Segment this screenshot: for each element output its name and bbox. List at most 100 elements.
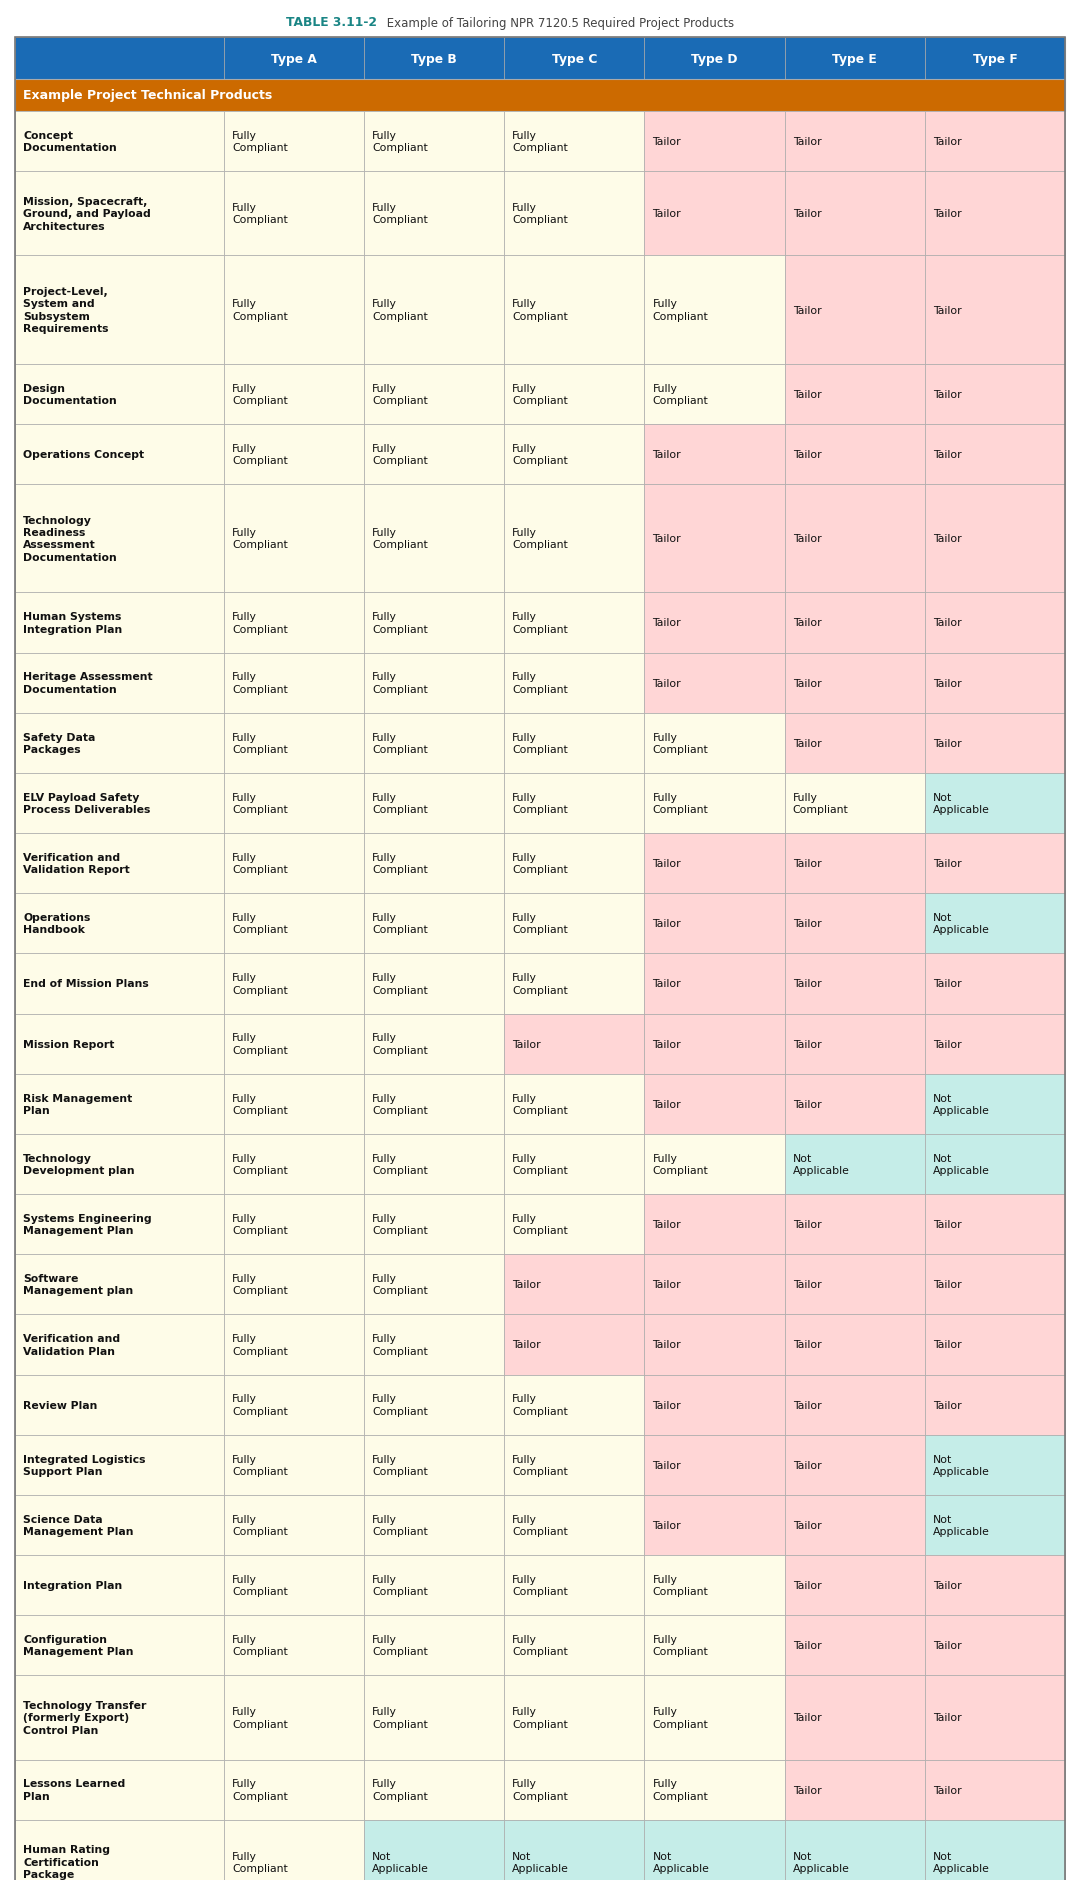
Bar [224,1495,364,1555]
Text: Tailor: Tailor [793,1521,821,1530]
Bar [504,1555,645,1615]
Text: Fully
Compliant: Fully Compliant [512,1152,568,1175]
Bar [645,773,785,833]
Bar [364,1760,504,1820]
Bar [224,652,364,713]
Bar [364,1134,504,1194]
Bar [224,425,364,485]
Text: Tailor: Tailor [652,137,681,147]
Text: Software
Management plan: Software Management plan [23,1273,133,1295]
Bar [364,833,504,893]
Text: Fully
Compliant: Fully Compliant [232,1574,287,1596]
Bar [364,893,504,953]
Bar [924,592,1065,652]
Text: Not
Applicable: Not Applicable [793,1850,850,1872]
Text: Tailor: Tailor [793,979,821,989]
Text: Not
Applicable: Not Applicable [933,791,989,814]
Text: Tailor: Tailor [933,1280,961,1290]
Bar [224,1615,364,1675]
Text: Tailor: Tailor [933,449,961,461]
Bar [924,113,1065,173]
Text: Tailor: Tailor [933,534,961,543]
Text: Fully
Compliant: Fully Compliant [232,299,287,321]
Text: Fully
Compliant: Fully Compliant [373,1213,428,1235]
Text: Fully
Compliant: Fully Compliant [512,444,568,466]
Bar [364,1555,504,1615]
Bar [364,1675,504,1760]
Bar [645,1495,785,1555]
Bar [364,1434,504,1495]
Text: Tailor: Tailor [933,1641,961,1651]
Bar [364,1013,504,1073]
Text: Tailor: Tailor [652,1340,681,1350]
Text: Fully
Compliant: Fully Compliant [232,972,287,995]
Bar [224,1374,364,1434]
Bar [364,38,504,81]
Text: Tailor: Tailor [933,1340,961,1350]
Text: Tailor: Tailor [793,1784,821,1795]
Bar [924,1555,1065,1615]
Text: TABLE 3.11-2: TABLE 3.11-2 [286,17,377,30]
Bar [224,485,364,592]
Bar [504,113,645,173]
Text: Fully
Compliant: Fully Compliant [373,852,428,874]
Text: Configuration
Management Plan: Configuration Management Plan [23,1634,134,1656]
Text: Fully
Compliant: Fully Compliant [232,1513,287,1536]
Bar [224,833,364,893]
Text: Fully
Compliant: Fully Compliant [232,1850,287,1872]
Bar [645,425,785,485]
Text: Tailor: Tailor [652,534,681,543]
Bar [645,953,785,1013]
Bar [504,1434,645,1495]
Text: Tailor: Tailor [652,619,681,628]
Bar [924,1820,1065,1880]
Text: Fully
Compliant: Fully Compliant [373,203,428,226]
Bar [224,1555,364,1615]
Text: Fully
Compliant: Fully Compliant [512,852,568,874]
Bar [224,1073,364,1134]
Bar [364,365,504,425]
Text: Fully
Compliant: Fully Compliant [232,671,287,694]
Bar [924,173,1065,256]
Text: Fully
Compliant: Fully Compliant [373,912,428,934]
Text: Integrated Logistics
Support Plan: Integrated Logistics Support Plan [23,1453,146,1476]
Text: Fully
Compliant: Fully Compliant [512,1213,568,1235]
Text: Fully
Compliant: Fully Compliant [512,791,568,814]
Bar [785,1555,924,1615]
Text: Type A: Type A [271,53,316,66]
Text: Tailor: Tailor [652,1040,681,1049]
Bar [785,1374,924,1434]
Text: Tailor: Tailor [933,209,961,220]
Text: Tailor: Tailor [652,859,681,869]
Bar [645,1194,785,1254]
Bar [645,1820,785,1880]
Bar [785,1820,924,1880]
Text: Tailor: Tailor [793,209,821,220]
Text: Fully
Compliant: Fully Compliant [652,1574,708,1596]
Text: Tailor: Tailor [933,1581,961,1590]
Text: Tailor: Tailor [933,979,961,989]
Bar [645,592,785,652]
Text: Fully
Compliant: Fully Compliant [373,1453,428,1476]
Text: Tailor: Tailor [933,1220,961,1230]
Text: Fully
Compliant: Fully Compliant [373,731,428,754]
Bar [924,485,1065,592]
Text: Fully
Compliant: Fully Compliant [373,791,428,814]
Bar [15,713,224,773]
Bar [364,1194,504,1254]
Text: Fully
Compliant: Fully Compliant [373,611,428,634]
Text: Fully
Compliant: Fully Compliant [512,912,568,934]
Text: Fully
Compliant: Fully Compliant [512,1634,568,1656]
Bar [645,893,785,953]
Text: Tailor: Tailor [652,1461,681,1470]
Bar [364,1615,504,1675]
Text: Fully
Compliant: Fully Compliant [373,1574,428,1596]
Text: Tailor: Tailor [652,1280,681,1290]
Bar [645,113,785,173]
Text: Operations
Handbook: Operations Handbook [23,912,91,934]
Bar [224,1675,364,1760]
Bar [15,81,1065,113]
Text: Fully
Compliant: Fully Compliant [373,1707,428,1730]
Text: Not
Applicable: Not Applicable [933,912,989,934]
Text: Technology Transfer
(formerly Export)
Control Plan: Technology Transfer (formerly Export) Co… [23,1700,147,1735]
